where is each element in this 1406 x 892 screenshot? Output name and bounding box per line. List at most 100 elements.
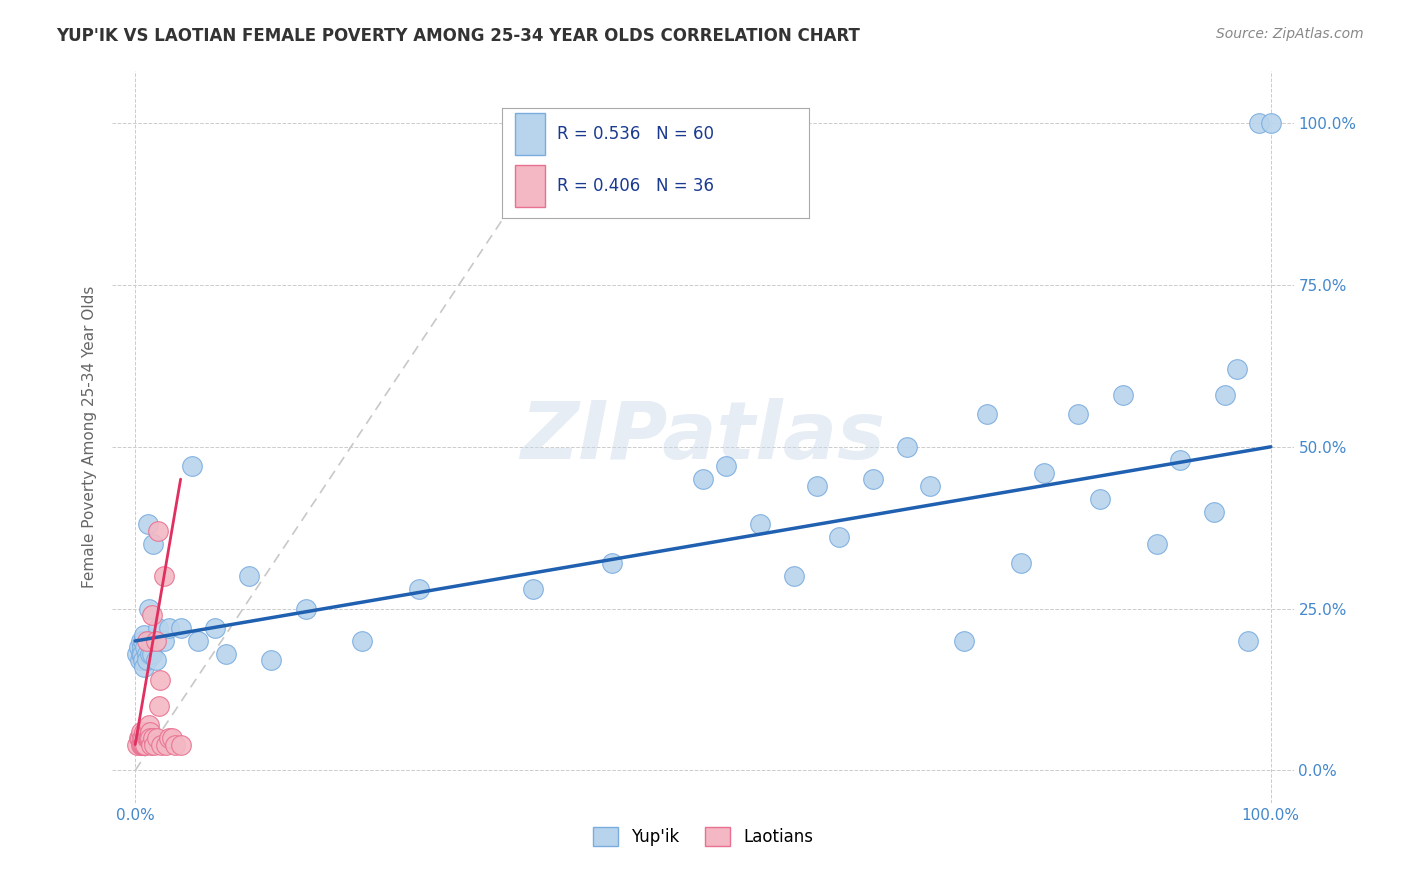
Point <box>128 653 150 667</box>
Point <box>142 731 165 745</box>
Point <box>294 601 316 615</box>
Point <box>160 731 183 745</box>
Point <box>139 738 162 752</box>
Point <box>138 731 160 745</box>
Point <box>142 537 165 551</box>
Point <box>204 621 226 635</box>
Point <box>187 634 209 648</box>
Point <box>352 634 374 648</box>
Point <box>408 582 430 597</box>
Point <box>127 738 149 752</box>
Point <box>141 647 163 661</box>
Point <box>148 698 170 713</box>
Point <box>152 569 174 583</box>
Point <box>139 634 162 648</box>
Point <box>129 724 152 739</box>
Point <box>128 731 150 745</box>
Point <box>134 627 156 641</box>
Text: ZIPatlas: ZIPatlas <box>520 398 886 476</box>
Point <box>260 653 283 667</box>
Point <box>145 653 167 667</box>
Point <box>157 731 180 745</box>
Point <box>135 647 157 661</box>
Point <box>1168 452 1191 467</box>
Point <box>1249 116 1271 130</box>
Point <box>157 621 180 635</box>
Point <box>132 731 155 745</box>
Point <box>783 569 806 583</box>
Point <box>136 517 159 532</box>
Point <box>215 647 238 661</box>
Point <box>1237 634 1260 648</box>
Point <box>134 738 156 752</box>
Point <box>143 738 166 752</box>
Legend: Yup'ik, Laotians: Yup'ik, Laotians <box>586 821 820 853</box>
Point <box>129 738 152 752</box>
Point <box>1202 504 1225 518</box>
Point <box>828 530 851 544</box>
Point <box>129 647 152 661</box>
Point <box>132 653 155 667</box>
Point <box>1067 408 1090 422</box>
Point <box>146 621 169 635</box>
Point <box>132 634 155 648</box>
Point <box>238 569 260 583</box>
Point <box>748 517 770 532</box>
Point <box>128 640 150 655</box>
Point <box>920 478 942 492</box>
Point <box>600 557 623 571</box>
Point <box>1112 388 1135 402</box>
Point <box>145 731 169 745</box>
Point <box>131 738 153 752</box>
Point <box>138 718 160 732</box>
Point <box>1215 388 1237 402</box>
Point <box>163 738 186 752</box>
Point <box>134 724 156 739</box>
Point <box>1146 537 1168 551</box>
Point <box>149 673 172 687</box>
Point <box>155 738 177 752</box>
Point <box>136 724 159 739</box>
Point <box>1010 557 1032 571</box>
Point <box>131 647 153 661</box>
Point <box>1260 116 1282 130</box>
Point <box>134 640 156 655</box>
Point <box>135 653 157 667</box>
Point <box>150 738 173 752</box>
Point <box>146 524 169 538</box>
Point <box>692 472 714 486</box>
Y-axis label: Female Poverty Among 25-34 Year Olds: Female Poverty Among 25-34 Year Olds <box>82 286 97 588</box>
Point <box>136 731 159 745</box>
Point <box>1032 466 1054 480</box>
Point <box>862 472 884 486</box>
Point <box>129 634 152 648</box>
Point <box>132 738 155 752</box>
Point <box>522 582 544 597</box>
Point <box>152 634 174 648</box>
Point <box>169 621 191 635</box>
Point <box>135 731 157 745</box>
Point <box>714 459 737 474</box>
Point <box>169 738 191 752</box>
Point <box>139 647 162 661</box>
Point <box>138 601 160 615</box>
Point <box>806 478 828 492</box>
Point <box>1226 362 1249 376</box>
Point <box>976 408 998 422</box>
Point <box>953 634 976 648</box>
Point <box>181 459 204 474</box>
Point <box>134 660 156 674</box>
Point <box>131 731 153 745</box>
Point <box>131 640 153 655</box>
Point <box>134 738 156 752</box>
Text: YUP'IK VS LAOTIAN FEMALE POVERTY AMONG 25-34 YEAR OLDS CORRELATION CHART: YUP'IK VS LAOTIAN FEMALE POVERTY AMONG 2… <box>56 27 860 45</box>
Point <box>135 634 157 648</box>
Point <box>139 731 162 745</box>
Point <box>896 440 918 454</box>
Point <box>139 724 162 739</box>
Point <box>141 608 163 623</box>
Point <box>127 647 149 661</box>
Point <box>1090 491 1112 506</box>
Point <box>128 731 150 745</box>
Point <box>145 634 167 648</box>
